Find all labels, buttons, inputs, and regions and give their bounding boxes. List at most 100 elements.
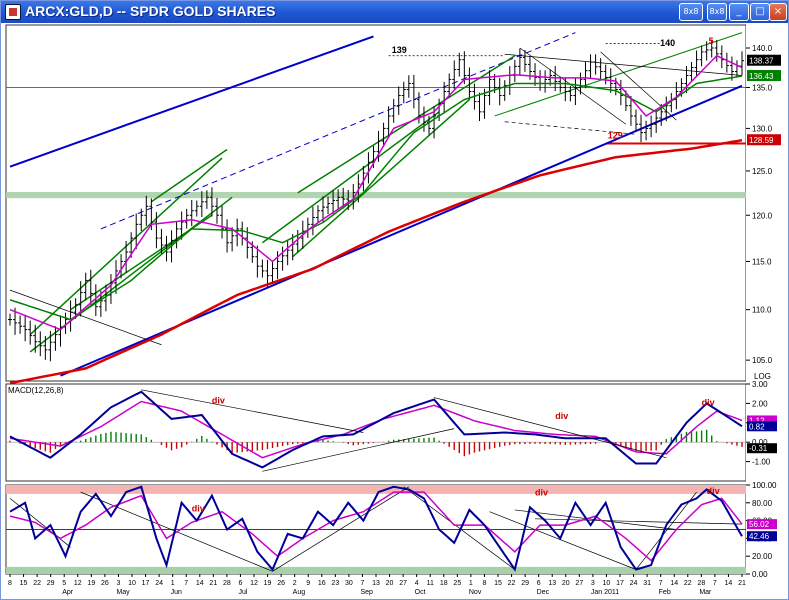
resistance-band — [6, 191, 746, 199]
x-tick-label: 14 — [725, 580, 733, 587]
chart-background — [5, 23, 788, 598]
price-annotation: 140 — [660, 38, 675, 48]
trendline-blue-upper — [9, 35, 374, 168]
x-tick-label: 12 — [74, 580, 82, 587]
x-tick-label: 26 — [277, 580, 285, 587]
x-tick-label: 1 — [469, 580, 473, 587]
month-label: Oct — [415, 589, 426, 596]
x-tick-label: 15 — [20, 580, 28, 587]
macd-divergence-line — [141, 389, 364, 433]
x-tick-label: 20 — [562, 580, 570, 587]
trendline-black-3 — [504, 53, 743, 76]
price-tick-label: 115.0 — [752, 257, 772, 266]
x-tick-label: 7 — [184, 580, 188, 587]
sma-mid-line — [9, 75, 743, 321]
stochastic-tick-label: 100.00 — [752, 481, 777, 490]
macd-annotation: div — [212, 395, 225, 405]
trendline-black-4 — [600, 51, 677, 121]
x-tick-label: 15 — [494, 580, 502, 587]
x-tick-label: 22 — [508, 580, 516, 587]
x-tick-label: 24 — [155, 580, 163, 587]
x-tick-label: 22 — [33, 580, 41, 587]
price-tick-label: 110.0 — [752, 306, 772, 315]
x-tick-label: 28 — [223, 580, 231, 587]
app-icon — [5, 4, 21, 20]
minimize-button[interactable]: _ — [729, 3, 749, 21]
x-tick-label: 7 — [713, 580, 717, 587]
x-tick-label: 17 — [142, 580, 150, 587]
macd-divergence-line — [262, 428, 455, 472]
x-tick-label: 18 — [440, 580, 448, 587]
stochastic-tick-label: 80.00 — [752, 499, 773, 508]
month-label: Jan 2011 — [591, 589, 619, 596]
close-button[interactable]: × — [769, 3, 787, 21]
x-tick-label: 30 — [345, 580, 353, 587]
price-annotation: 5 — [709, 36, 714, 46]
channel-green-2a — [292, 99, 470, 258]
price-annotation: 129 — [608, 130, 623, 140]
macd-label: MACD(12,26,8) — [8, 386, 64, 395]
x-tick-label: 2 — [293, 580, 297, 587]
stochastic-trend-line — [272, 486, 409, 572]
x-tick-label: 19 — [264, 580, 272, 587]
channel-green-2b — [261, 111, 440, 244]
x-tick-label: 14 — [196, 580, 204, 587]
x-tick-label: 28 — [697, 580, 705, 587]
x-tick-label: 10 — [128, 580, 136, 587]
maximize-button[interactable]: □ — [750, 3, 770, 21]
stochastic-trend-line — [489, 511, 637, 570]
x-tick-label: 21 — [209, 580, 217, 587]
stochastic-annotation: div — [707, 486, 720, 496]
x-tick-label: 21 — [738, 580, 746, 587]
last-value-box — [747, 134, 781, 146]
x-tick-label: 29 — [47, 580, 55, 587]
overbought-band — [6, 485, 746, 494]
macd-panel: 3.002.001.000.00-1.00MACD(12,26,8)divdiv… — [6, 380, 777, 472]
price-frame — [5, 24, 747, 382]
x-tick-label: 5 — [62, 580, 66, 587]
oversold-band — [6, 566, 746, 574]
month-label: May — [116, 589, 130, 596]
stochastic-trend-line — [403, 486, 516, 570]
x-tick-label: 13 — [372, 580, 380, 587]
x-tick-label: 19 — [87, 580, 95, 587]
size-button[interactable]: 8x8 — [679, 3, 703, 21]
last-value-box — [747, 54, 781, 66]
macd-last-value-label: -0.31 — [749, 444, 768, 453]
month-label: Apr — [62, 589, 74, 596]
stochastic-trend-line — [514, 509, 677, 530]
x-tick-label: 13 — [548, 580, 556, 587]
x-tick-label: 26 — [101, 580, 109, 587]
x-tick-label: 25 — [453, 580, 461, 587]
macd-last-value-box — [747, 415, 777, 426]
x-tick-label: 3 — [591, 580, 595, 587]
x-tick-label: 31 — [643, 580, 651, 587]
x-tick-label: 3 — [116, 580, 120, 587]
month-label: Aug — [293, 589, 306, 596]
macd-last-value-label: 1.12 — [749, 416, 765, 425]
trendline-black-2 — [519, 47, 627, 125]
x-tick-label: 4 — [415, 580, 419, 587]
window-titlebar[interactable]: ARCX:GLD,D -- SPDR GOLD SHARES 8x8 8x8 _… — [1, 1, 788, 23]
x-tick-label: 24 — [630, 580, 638, 587]
trendline-black-1 — [9, 289, 162, 346]
macd-annotation: div — [555, 411, 568, 421]
stochastic-last-value-box — [747, 531, 777, 542]
stochastic-k-line — [9, 485, 743, 572]
x-tick-label: 16 — [318, 580, 326, 587]
price-tick-label: 105.0 — [752, 356, 773, 365]
x-tick-label: 1 — [171, 580, 175, 587]
month-label: Nov — [469, 589, 482, 596]
stochastic-tick-label: 20.00 — [752, 552, 773, 561]
month-label: Jul — [238, 589, 247, 596]
stochastic-tick-label: 0.00 — [752, 570, 768, 579]
x-tick-label: 6 — [238, 580, 242, 587]
price-panel: 140.0 135.0 130.0 125.0 120.0 115.0 110.0 105.0… — [6, 32, 781, 385]
month-label: Mar — [699, 589, 712, 596]
macd-divergence-line — [433, 397, 667, 459]
x-tick-label: 17 — [616, 580, 624, 587]
stochastic-last-value-label: 42.46 — [749, 532, 770, 541]
pin-button[interactable]: 8x8 — [707, 3, 727, 21]
channel-green-1d — [150, 148, 228, 203]
chart-canvas: 140.0 135.0 130.0 125.0 120.0 115.0 110.0 105.0… — [5, 23, 788, 598]
